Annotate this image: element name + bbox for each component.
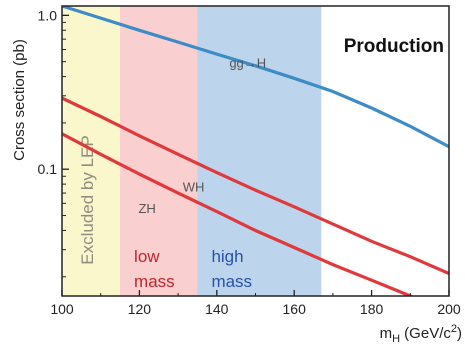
- series-label-1: gg→H: [229, 55, 266, 70]
- series-line-2: [62, 96, 449, 276]
- band-excluded: [62, 6, 121, 296]
- band-label-low-mass-line-1: low: [134, 247, 160, 266]
- band-label-low-mass-line-2: mass: [134, 272, 175, 291]
- x-tick-label-2: 120: [128, 301, 152, 317]
- band-label-high-mass-line-2: mass: [211, 272, 252, 291]
- chart-title: Production: [344, 36, 444, 57]
- series-label-3: ZH: [138, 201, 155, 216]
- y-axis-label: Cross section (pb): [11, 39, 28, 161]
- x-axis-label-main: m: [380, 325, 393, 342]
- y-tick-label-1: 1.0: [38, 7, 58, 23]
- x-tick-label-1: 100: [50, 301, 74, 317]
- x-tick-label-4: 160: [283, 301, 307, 317]
- x-tick-label-5: 180: [360, 301, 384, 317]
- band-label-high-mass-line-1: high: [211, 247, 243, 266]
- x-axis-label-close: ): [457, 325, 462, 342]
- x-tick-label-6: 200: [437, 301, 461, 317]
- x-tick-label-3: 140: [205, 301, 229, 317]
- x-axis-label-sup: 2: [451, 323, 457, 335]
- series-line-1: [62, 6, 449, 149]
- y-tick-label-2: 0.1: [38, 161, 58, 177]
- band-low-mass: [120, 6, 198, 296]
- series-label-2: WH: [183, 180, 205, 195]
- series-line-3: [62, 132, 415, 296]
- x-axis-label-units: (GeV/c: [400, 325, 451, 342]
- band-label-excluded: Excluded by LEP: [78, 135, 97, 264]
- x-axis-label-sub: H: [392, 333, 400, 345]
- x-axis-label: mH (GeV/c2): [380, 323, 462, 345]
